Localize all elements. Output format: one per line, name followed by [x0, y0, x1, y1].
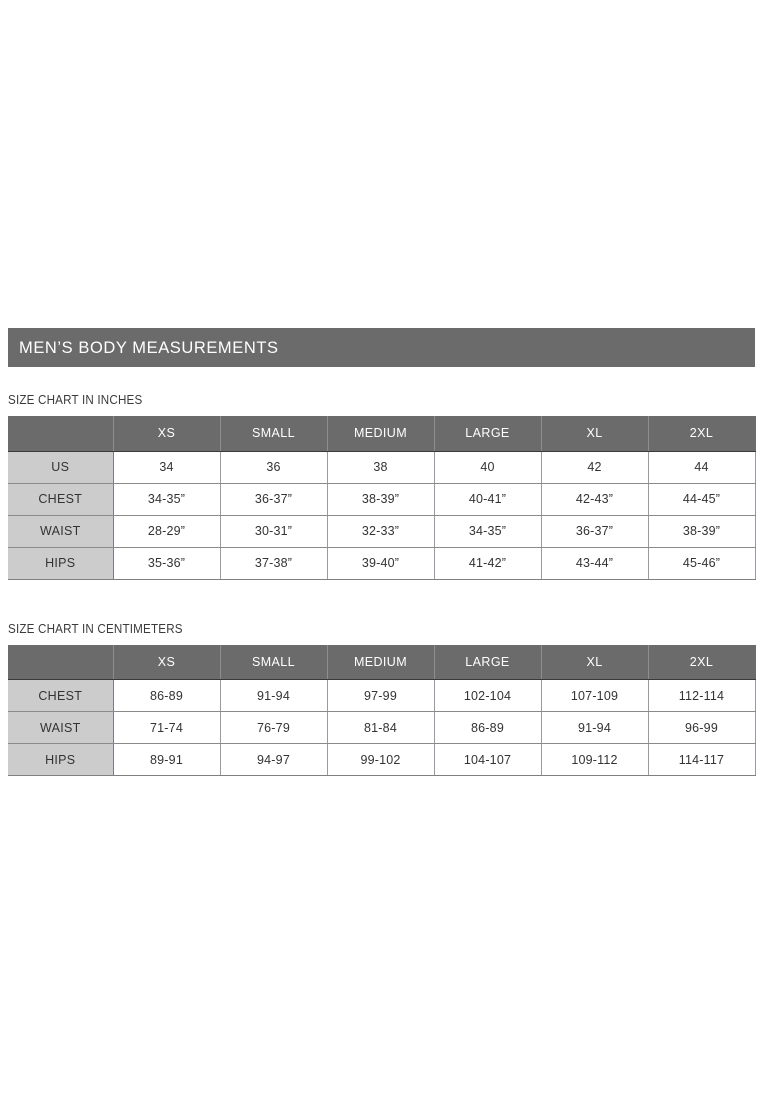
table-row: US 34 36 38 40 42 44	[8, 451, 756, 484]
cell-waist-in-small: 30-31”	[220, 515, 328, 548]
cell-us-xl: 42	[541, 451, 649, 484]
cell-hips-in-xs: 35-36”	[113, 547, 221, 580]
table-header-row: XS SMALL MEDIUM LARGE XL 2XL	[8, 644, 756, 680]
cell-chest-cm-small: 91-94	[220, 679, 328, 712]
cell-waist-cm-small: 76-79	[220, 711, 328, 744]
cell-waist-in-xl: 36-37”	[541, 515, 649, 548]
row-label-waist-cm: WAIST	[8, 711, 114, 744]
column-header-large: LARGE	[434, 416, 542, 452]
cell-chest-cm-xl: 107-109	[541, 679, 649, 712]
cell-chest-cm-2xl: 112-114	[648, 679, 756, 712]
column-header-medium: MEDIUM	[327, 416, 435, 452]
page-title-bar: MEN’S BODY MEASUREMENTS	[8, 328, 755, 367]
size-table-inches: XS SMALL MEDIUM LARGE XL 2XL US 34 36 38	[8, 416, 756, 580]
row-label-chest-cm: CHEST	[8, 679, 114, 712]
table-row: WAIST 28-29” 30-31” 32-33” 34-35” 36-37”…	[8, 515, 756, 548]
table-header-row: XS SMALL MEDIUM LARGE XL 2XL	[8, 416, 756, 452]
cell-hips-in-medium: 39-40”	[327, 547, 435, 580]
cell-hips-cm-2xl: 114-117	[648, 743, 756, 776]
column-header-medium-cm: MEDIUM	[327, 644, 435, 680]
row-label-hips: HIPS	[8, 547, 114, 580]
column-header-2xl-cm: 2XL	[648, 644, 756, 680]
cell-waist-cm-medium: 81-84	[327, 711, 435, 744]
section-caption-inches: SIZE CHART IN INCHES	[8, 393, 143, 407]
page-title: MEN’S BODY MEASUREMENTS	[19, 337, 279, 357]
row-label-chest: CHEST	[8, 483, 114, 516]
size-chart-content: MEN’S BODY MEASUREMENTS SIZE CHART IN IN…	[8, 328, 756, 776]
cell-us-large: 40	[434, 451, 542, 484]
size-table-inches-wrapper: XS SMALL MEDIUM LARGE XL 2XL US 34 36 38	[8, 416, 756, 580]
column-header-small-cm: SMALL	[220, 644, 328, 680]
cell-waist-in-2xl: 38-39”	[648, 515, 756, 548]
table-row: HIPS 35-36” 37-38” 39-40” 41-42” 43-44” …	[8, 547, 756, 580]
table-row: HIPS 89-91 94-97 99-102 104-107 109-112 …	[8, 743, 756, 776]
row-label-waist: WAIST	[8, 515, 114, 548]
column-header-xl: XL	[541, 416, 649, 452]
column-header-xl-cm: XL	[541, 644, 649, 680]
row-label-us: US	[8, 451, 114, 484]
column-header-xs-cm: XS	[113, 644, 221, 680]
column-header-small: SMALL	[220, 416, 328, 452]
cell-waist-in-large: 34-35”	[434, 515, 542, 548]
cell-hips-in-large: 41-42”	[434, 547, 542, 580]
cell-chest-in-small: 36-37”	[220, 483, 328, 516]
cell-chest-in-xl: 42-43”	[541, 483, 649, 516]
cell-waist-in-xs: 28-29”	[113, 515, 221, 548]
cell-hips-in-2xl: 45-46”	[648, 547, 756, 580]
column-header-large-cm: LARGE	[434, 644, 542, 680]
cell-us-2xl: 44	[648, 451, 756, 484]
cell-chest-in-medium: 38-39”	[327, 483, 435, 516]
cell-chest-cm-xs: 86-89	[113, 679, 221, 712]
size-table-centimeters-wrapper: XS SMALL MEDIUM LARGE XL 2XL CHEST 86-89…	[8, 644, 756, 776]
cell-waist-cm-large: 86-89	[434, 711, 542, 744]
table-row: CHEST 86-89 91-94 97-99 102-104 107-109 …	[8, 679, 756, 712]
section-caption-centimeters: SIZE CHART IN CENTIMETERS	[8, 621, 183, 636]
cell-waist-cm-2xl: 96-99	[648, 711, 756, 744]
column-header-corner	[8, 416, 114, 452]
cell-hips-cm-large: 104-107	[434, 743, 542, 776]
column-header-2xl: 2XL	[648, 416, 756, 452]
table-row: CHEST 34-35” 36-37” 38-39” 40-41” 42-43”…	[8, 483, 756, 516]
cell-chest-in-2xl: 44-45”	[648, 483, 756, 516]
cell-chest-in-xs: 34-35”	[113, 483, 221, 516]
cell-waist-in-medium: 32-33”	[327, 515, 435, 548]
cell-hips-cm-xl: 109-112	[541, 743, 649, 776]
row-label-hips-cm: HIPS	[8, 743, 114, 776]
cell-hips-cm-small: 94-97	[220, 743, 328, 776]
column-header-corner-cm	[8, 644, 114, 680]
cell-us-small: 36	[220, 451, 328, 484]
cell-chest-in-large: 40-41”	[434, 483, 542, 516]
cell-us-xs: 34	[113, 451, 221, 484]
table-row: WAIST 71-74 76-79 81-84 86-89 91-94 96-9…	[8, 711, 756, 744]
cell-hips-cm-xs: 89-91	[113, 743, 221, 776]
cell-hips-in-small: 37-38”	[220, 547, 328, 580]
cell-chest-cm-large: 102-104	[434, 679, 542, 712]
cell-hips-cm-medium: 99-102	[327, 743, 435, 776]
column-header-xs: XS	[113, 416, 221, 452]
cell-us-medium: 38	[327, 451, 435, 484]
cell-hips-in-xl: 43-44”	[541, 547, 649, 580]
cell-chest-cm-medium: 97-99	[327, 679, 435, 712]
cell-waist-cm-xl: 91-94	[541, 711, 649, 744]
size-table-centimeters: XS SMALL MEDIUM LARGE XL 2XL CHEST 86-89…	[8, 644, 756, 776]
cell-waist-cm-xs: 71-74	[113, 711, 221, 744]
